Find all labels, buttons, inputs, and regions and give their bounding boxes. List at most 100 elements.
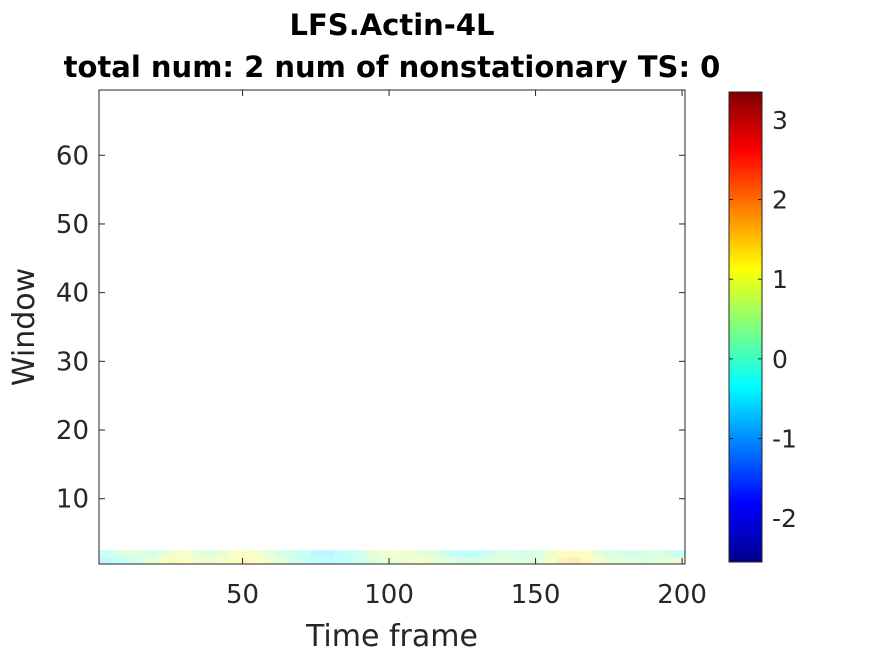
heatmap-cell	[661, 550, 674, 558]
heatmap-cell	[333, 557, 346, 565]
heatmap-cell	[392, 557, 405, 565]
heatmap-cell	[122, 550, 135, 558]
heatmap-cell	[544, 550, 557, 558]
heatmap-cell	[450, 557, 463, 565]
heatmap-cell	[321, 550, 334, 558]
heatmap-cell	[497, 557, 510, 565]
heatmap-cell	[274, 557, 288, 565]
x-tick-label: 150	[511, 580, 561, 610]
heatmap-cell	[638, 550, 651, 558]
heatmap-cell	[579, 550, 592, 558]
heatmap-cell	[309, 557, 323, 565]
heatmap-cell	[485, 550, 499, 558]
heatmap-cell	[544, 557, 557, 565]
heatmap-cell	[474, 550, 487, 558]
heatmap-cell	[321, 557, 334, 565]
heatmap-cell	[368, 557, 381, 565]
heatmap-cell	[649, 550, 663, 558]
x-axis-label: Time frame	[305, 619, 478, 654]
heatmap-cell	[567, 557, 581, 565]
heatmap-cell	[145, 557, 159, 565]
tick-marks: 50 100 150 200 10 20 30 40 50 60	[56, 90, 707, 610]
heatmap-cell	[181, 557, 194, 565]
heatmap-cell	[251, 557, 264, 565]
heatmap-cell	[415, 557, 428, 565]
heatmap-cell	[602, 557, 616, 565]
heatmap-cell	[204, 550, 217, 558]
heatmap-cell	[520, 550, 534, 558]
heatmap-cell	[661, 557, 674, 565]
heatmap-cell	[438, 557, 452, 565]
heatmap-cell	[614, 550, 627, 558]
heatmap-cell	[99, 550, 112, 558]
heatmap-cell	[333, 550, 346, 558]
heatmap-cell	[392, 550, 405, 558]
heatmap-cell	[169, 550, 182, 558]
heatmap-cell	[181, 550, 194, 558]
heatmap-cell	[157, 550, 170, 558]
heatmap-cell	[356, 557, 370, 565]
y-tick-label: 30	[56, 347, 89, 377]
colorbar	[728, 91, 763, 563]
plot-area	[99, 90, 685, 564]
heatmap-cell	[427, 550, 440, 558]
colorbar-tick-label: 1	[772, 265, 788, 294]
heatmap-cell	[157, 557, 170, 565]
heatmap-cell	[532, 557, 545, 565]
heatmap-cell	[556, 550, 569, 558]
heatmap-cell	[638, 557, 651, 565]
y-tick-label: 10	[56, 485, 89, 515]
heatmap-cell	[356, 550, 370, 558]
chart-title: LFS.Actin-4L	[290, 8, 495, 42]
heatmap-cell	[427, 557, 440, 565]
heatmap-cell	[462, 557, 475, 565]
heatmap-cell	[345, 550, 358, 558]
heatmap-cell	[602, 550, 616, 558]
heatmap-cell	[110, 550, 124, 558]
heatmap-cell	[673, 557, 686, 565]
heatmap-cell	[309, 550, 323, 558]
heatmap-cell	[474, 557, 487, 565]
heatmap-cell	[216, 557, 229, 565]
heatmap-cell	[567, 550, 581, 558]
heatmap-cell	[286, 550, 299, 558]
heatmap-cells	[99, 550, 686, 565]
heatmap-cell	[239, 550, 252, 558]
heatmap-cell	[274, 550, 288, 558]
heatmap-cell	[122, 557, 135, 565]
heatmap-cell	[204, 557, 217, 565]
heatmap-cell	[403, 550, 417, 558]
y-axis-label: Window	[7, 268, 42, 386]
heatmap-cell	[532, 550, 545, 558]
colorbar-tick-label: 3	[772, 106, 788, 135]
heatmap-cell	[298, 550, 311, 558]
heatmap-cell	[239, 557, 252, 565]
heatmap-cell	[591, 557, 604, 565]
heatmap-cell	[298, 557, 311, 565]
heatmap-cell	[251, 550, 264, 558]
heatmap-cell	[509, 550, 522, 558]
y-tick-label: 60	[56, 141, 89, 171]
heatmap-cell	[403, 557, 417, 565]
heatmap-cell	[673, 550, 686, 558]
colorbar-tick-label: 0	[772, 345, 788, 374]
heatmap-cell	[368, 550, 381, 558]
heatmap-cell	[134, 550, 147, 558]
heatmap-cell	[579, 557, 592, 565]
heatmap-cell	[227, 550, 241, 558]
y-tick-label: 40	[56, 279, 89, 309]
heatmap-cell	[556, 557, 569, 565]
x-tick-label: 200	[657, 580, 707, 610]
heatmap-cell	[591, 550, 604, 558]
heatmap-cell	[145, 550, 159, 558]
heatmap-cell	[227, 557, 241, 565]
heatmap-cell	[450, 550, 463, 558]
heatmap-cell	[263, 550, 276, 558]
heatmap-cell	[497, 550, 510, 558]
heatmap-cell	[169, 557, 182, 565]
heatmap-cell	[263, 557, 276, 565]
y-tick-label: 20	[56, 416, 89, 446]
heatmap-cell	[110, 557, 124, 565]
heatmap-cell	[626, 550, 639, 558]
